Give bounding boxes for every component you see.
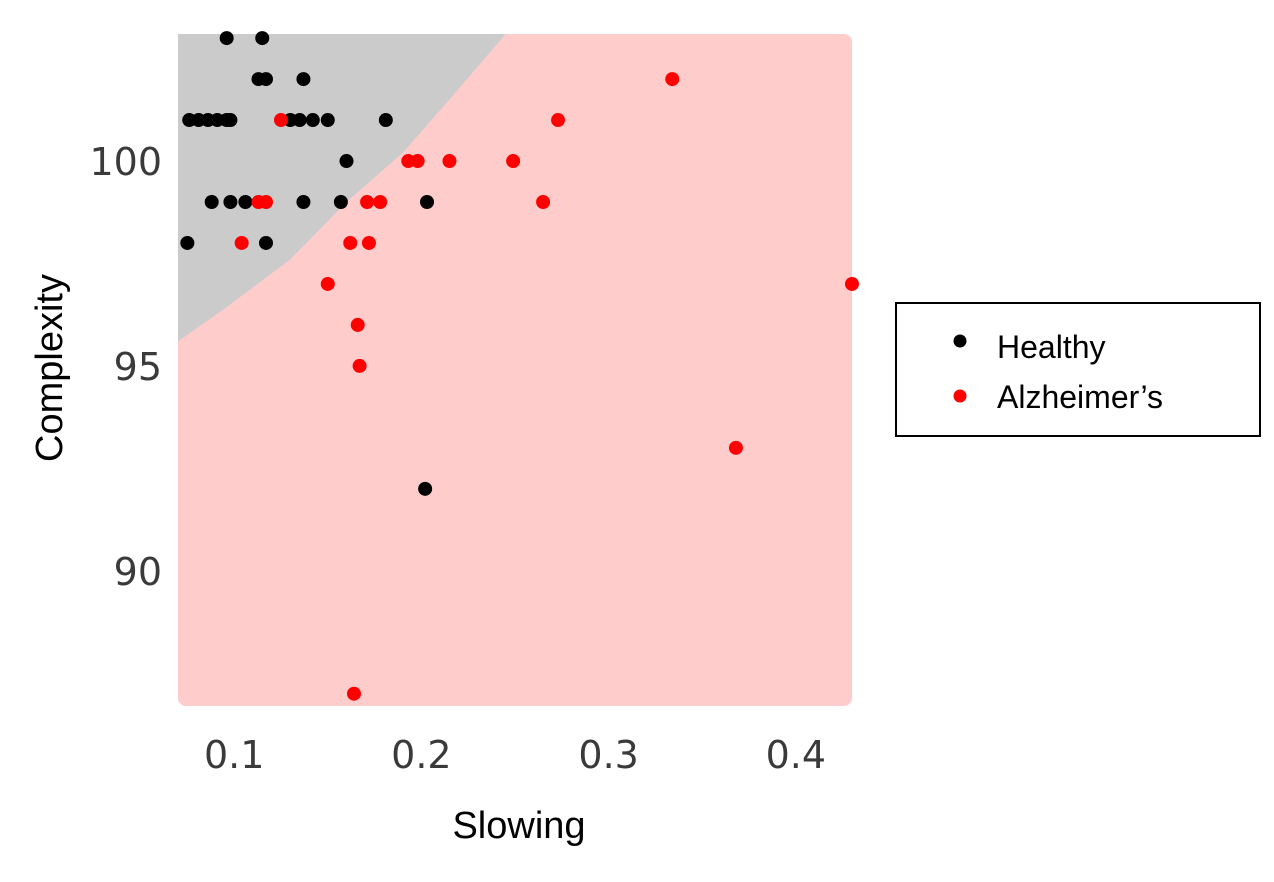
healthy-point	[418, 481, 433, 496]
alzheimers-point	[845, 276, 859, 291]
healthy-region	[178, 34, 506, 342]
legend: Healthy Alzheimer’s	[895, 302, 1261, 437]
alzheimers-point	[506, 154, 521, 169]
y-axis-title: Complexity	[29, 274, 71, 462]
x-tick-label: 0.1	[204, 733, 264, 777]
alzheimers-point	[410, 154, 425, 169]
alzheimers-point	[665, 72, 680, 87]
alzheimers-point	[536, 195, 551, 209]
legend-label-healthy: Healthy	[997, 329, 1106, 365]
healthy-point	[180, 235, 195, 250]
legend-box	[895, 302, 1261, 437]
alzheimers-point	[373, 195, 388, 209]
healthy-point	[238, 195, 253, 209]
healthy-point	[305, 113, 320, 128]
y-tick-label: 100	[89, 140, 162, 184]
healthy-point	[296, 72, 311, 87]
alzheimers-point	[320, 276, 335, 291]
x-tick-label: 0.2	[391, 733, 451, 777]
x-axis-ticks: 0.1 0.2 0.3 0.4	[204, 733, 826, 777]
healthy-point	[292, 113, 307, 128]
healthy-point	[333, 195, 348, 209]
healthy-point	[223, 113, 238, 128]
legend-marker-alzheimers	[953, 389, 967, 403]
legend-marker-healthy	[953, 334, 967, 348]
y-axis-ticks: 90 95 100	[89, 140, 162, 594]
healthy-point	[204, 195, 219, 209]
healthy-point	[258, 72, 273, 87]
healthy-point	[378, 113, 393, 128]
healthy-point	[420, 195, 435, 209]
healthy-point	[320, 113, 335, 128]
healthy-point	[223, 195, 238, 209]
alzheimers-point	[346, 686, 361, 701]
y-tick-label: 95	[114, 345, 162, 389]
healthy-point	[219, 31, 234, 46]
alzheimers-point	[360, 195, 375, 209]
healthy-point	[258, 235, 273, 250]
healthy-point	[339, 154, 354, 169]
alzheimers-point	[352, 358, 367, 373]
healthy-point	[296, 195, 311, 209]
legend-label-alzheimers: Alzheimer’s	[997, 379, 1163, 415]
alzheimers-point	[258, 195, 273, 209]
x-tick-label: 0.4	[766, 733, 826, 777]
plot-area	[178, 34, 852, 706]
alzheimers-point	[442, 154, 457, 169]
alzheimers-point	[234, 235, 249, 250]
alzheimers-point	[728, 440, 743, 455]
alzheimers-point	[343, 235, 358, 250]
y-tick-label: 90	[114, 550, 162, 594]
alzheimers-point	[350, 317, 365, 332]
x-tick-label: 0.3	[578, 733, 638, 777]
alzheimers-point	[273, 113, 288, 128]
data-points	[180, 31, 859, 701]
healthy-point	[255, 31, 270, 46]
alzheimers-point	[551, 113, 566, 128]
x-axis-title: Slowing	[452, 805, 585, 847]
alzheimers-point	[361, 235, 376, 250]
